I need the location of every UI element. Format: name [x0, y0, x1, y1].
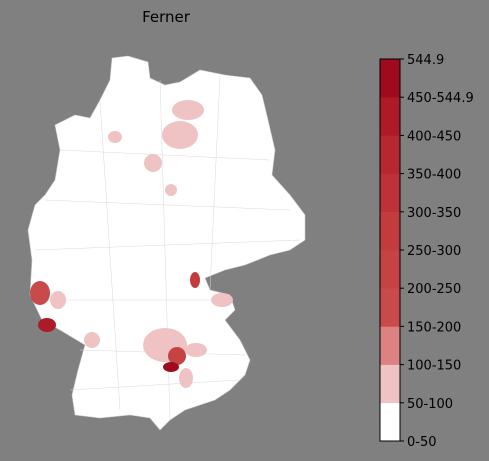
colorbar-segment	[380, 97, 400, 136]
colorbar-segment	[380, 59, 400, 98]
colorbar-segment	[380, 211, 400, 251]
colorbar-segment	[380, 364, 400, 404]
region	[144, 154, 162, 172]
colorbar-segment	[380, 326, 400, 365]
colorbar-segment	[380, 250, 400, 289]
region	[168, 347, 186, 365]
colorbar-label: 350-400	[407, 168, 461, 183]
region	[211, 293, 233, 307]
region	[50, 291, 66, 309]
colorbar-label: 100-150	[407, 359, 461, 374]
region	[162, 121, 198, 149]
germany-map	[27, 55, 306, 431]
country-outline	[27, 55, 306, 431]
colorbar-segment	[380, 402, 400, 442]
colorbar-label: 250-300	[407, 244, 461, 259]
colorbar-label: 150-200	[407, 320, 461, 335]
colorbar-segment	[380, 173, 400, 213]
region	[185, 343, 207, 357]
colorbar-segment	[380, 135, 400, 174]
region	[165, 184, 177, 196]
region	[30, 281, 50, 305]
region	[84, 332, 100, 348]
colorbar-label: 450-544.9	[407, 91, 474, 106]
colorbar-label: 544.9	[407, 53, 444, 68]
colorbar-label: 400-450	[407, 129, 461, 144]
title: Ferner	[142, 8, 191, 26]
colorbar: 0-50 50-100 100-150 150-200 200-250 250-300 30…	[379, 53, 474, 450]
region	[163, 362, 179, 372]
colorbar-label: 200-250	[407, 282, 461, 297]
colorbar-label: 0-50	[407, 435, 437, 450]
region	[179, 368, 193, 388]
region	[190, 272, 200, 288]
region	[38, 318, 56, 332]
colorbar-segment	[380, 288, 400, 327]
region	[108, 131, 122, 143]
colorbar-label: 300-350	[407, 206, 461, 221]
colorbar-label: 50-100	[407, 397, 453, 412]
region	[172, 100, 204, 120]
